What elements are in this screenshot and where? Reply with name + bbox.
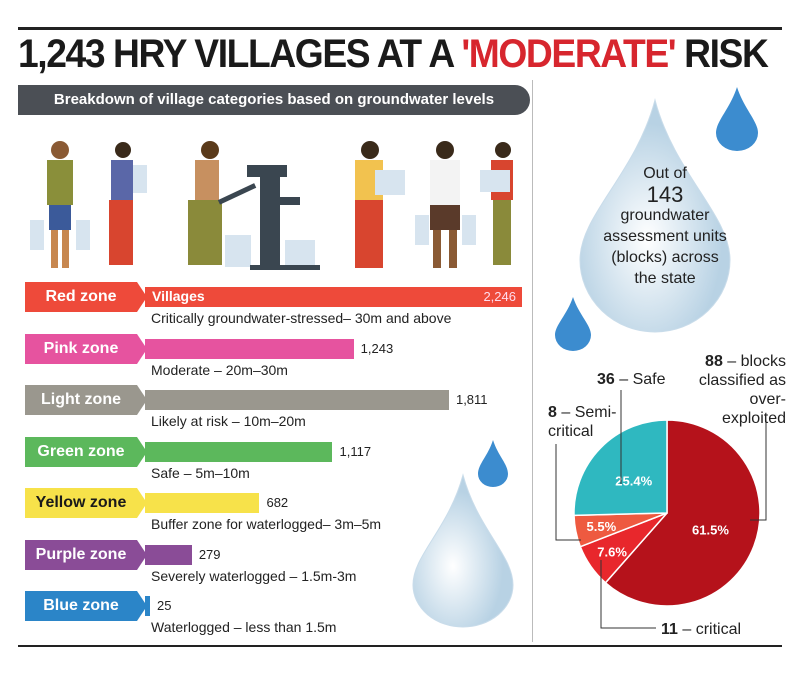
person-icon	[415, 141, 476, 268]
headline-part1: 1,243 HRY VILLAGES AT A	[18, 32, 462, 76]
pie-label-safe: 36 – Safe	[597, 371, 666, 388]
small-drop-icon	[716, 87, 758, 151]
bar-light-zone	[145, 390, 449, 410]
zone-arrow	[137, 591, 147, 621]
subheading: Breakdown of village categories based on…	[18, 85, 530, 115]
zone-name: Light zone	[25, 385, 137, 415]
zone-arrow	[137, 282, 147, 312]
zone-arrow	[137, 333, 147, 364]
zone-name: Green zone	[25, 436, 137, 467]
pie-label-over-exploited: 88 – blocks classified as over-exploited	[698, 353, 786, 427]
bar-green-zone	[145, 441, 333, 462]
zone-description: Safe – 5m–10m	[151, 464, 250, 481]
zone-arrow	[137, 488, 147, 518]
bar-yellow-zone	[145, 493, 260, 513]
bar-value-label: 1,243	[360, 340, 394, 356]
divider	[532, 80, 533, 642]
bar-value-label: 2,246	[483, 289, 516, 304]
hand-pump-icon	[217, 165, 320, 270]
zone-description: Waterlogged – less than 1.5m	[151, 619, 337, 635]
person-icon	[30, 141, 90, 268]
zone-name: Blue zone	[25, 591, 137, 621]
zone-description: Severely waterlogged – 1.5m-3m	[151, 567, 357, 584]
pie-percent-label: 7.6%	[597, 544, 627, 559]
person-icon	[188, 141, 222, 265]
small-drop-icon	[478, 440, 508, 487]
headline-part2: RISK	[675, 32, 769, 76]
series-label: Villages	[152, 288, 205, 304]
pie-label-semi-critical: 8 – Semi-critical	[548, 404, 617, 440]
bar-value-label: 25	[157, 598, 172, 613]
zone-description: Critically groundwater-stressed– 30m and…	[151, 310, 452, 326]
top-rule	[18, 27, 782, 30]
person-icon	[109, 142, 147, 265]
bottom-rule	[18, 645, 782, 647]
leader-over-exploited	[750, 420, 767, 521]
small-drop-icon	[555, 297, 591, 351]
large-water-drop-icon	[579, 98, 731, 333]
zone-description: Likely at risk – 10m–20m	[151, 413, 306, 429]
headline-highlight: 'MODERATE'	[461, 32, 676, 76]
leader-critical	[600, 560, 656, 629]
bar-blue-zone	[145, 596, 150, 616]
pie-slice	[604, 419, 761, 607]
zone-name: Red zone	[25, 282, 137, 312]
bar-pink-zone	[145, 338, 354, 359]
zone-name: Purple zone	[25, 539, 137, 570]
blocks-summary: Out of 143 groundwater assessment units …	[600, 163, 730, 289]
zone-description: Moderate – 20m–30m	[151, 361, 288, 378]
drop-text-line2: groundwater assessment units (blocks) ac…	[603, 207, 727, 287]
leader-semi-critical	[555, 444, 581, 541]
bar-purple-zone	[145, 544, 192, 565]
zone-name: Pink zone	[25, 333, 137, 364]
zone-arrow	[137, 539, 147, 570]
pie-percent-label: 61.5%	[692, 522, 729, 537]
pie-percent-label: 25.4%	[615, 474, 652, 489]
bar-value-label: 682	[266, 495, 289, 510]
zone-arrow	[137, 385, 147, 415]
zone-arrow	[137, 436, 147, 467]
bar-value-label: 1,811	[455, 392, 488, 407]
bar-value-label: 1,117	[339, 443, 372, 459]
water-drop-icon	[412, 473, 514, 628]
bar-red-zone	[145, 287, 522, 307]
zone-name: Yellow zone	[25, 488, 137, 518]
person-icon	[480, 142, 513, 265]
total-blocks: 143	[646, 182, 684, 207]
drop-text-line1: Out of	[643, 165, 687, 182]
bar-value-label: 279	[198, 546, 221, 562]
zone-description: Buffer zone for waterlogged– 3m–5m	[151, 516, 382, 532]
pie-percent-label: 5.5%	[587, 519, 617, 534]
person-icon	[355, 141, 405, 268]
headline: 1,243 HRY VILLAGES AT A 'MODERATE' RISK	[18, 32, 769, 77]
pie-label-critical: 11 – critical	[661, 621, 742, 638]
people-illustration	[30, 141, 513, 270]
